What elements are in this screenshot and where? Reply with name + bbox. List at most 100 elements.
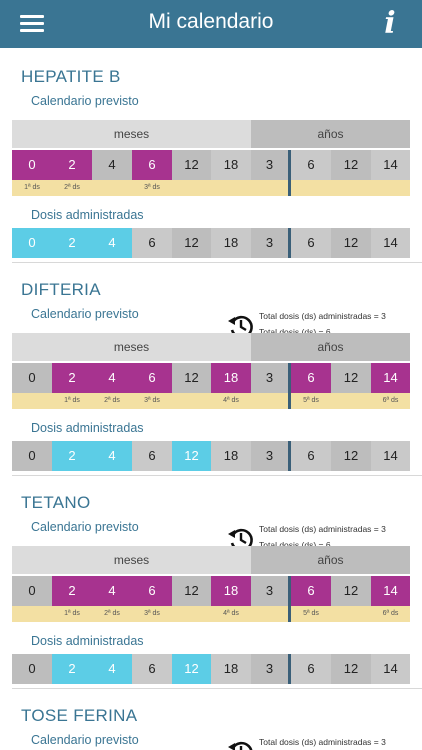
- administered-age-cell[interactable]: 4: [92, 228, 132, 258]
- dose-totals: Total dosis (ds) administradas = 3Total …: [259, 734, 386, 750]
- administered-age-cell[interactable]: 3: [251, 228, 288, 258]
- years-label: años: [251, 546, 410, 574]
- months-label: meses: [12, 546, 251, 574]
- administered-age-cell[interactable]: 2: [52, 441, 92, 471]
- planned-age-cell[interactable]: 2: [52, 363, 92, 393]
- planned-age-cell[interactable]: 6: [132, 363, 172, 393]
- administered-age-cell[interactable]: 3: [251, 441, 288, 471]
- vaccine-name: HEPATITE B: [21, 67, 121, 86]
- planned-age-cell[interactable]: 18: [211, 576, 251, 606]
- planned-age-cell[interactable]: 14: [371, 576, 410, 606]
- administered-age-cell[interactable]: 6: [132, 228, 172, 258]
- planned-age-cell[interactable]: 18: [211, 363, 251, 393]
- administered-doses-row: 0 2 4 6 12 18 3 6 12 14: [12, 228, 410, 258]
- administered-age-cell[interactable]: 12: [331, 654, 371, 684]
- planned-age-cell[interactable]: 12: [331, 363, 371, 393]
- planned-age-cell[interactable]: 4: [92, 576, 132, 606]
- hamburger-menu-icon[interactable]: [20, 14, 44, 34]
- planned-age-cell[interactable]: 14: [371, 150, 410, 180]
- planned-age-cell[interactable]: 12: [172, 150, 211, 180]
- dose-label: 5ª ds: [303, 610, 319, 617]
- administered-age-cell[interactable]: 6: [291, 441, 331, 471]
- administered-doses-label: Dosis administradas: [31, 634, 144, 648]
- vaccine-name: TOSE FERINA: [21, 706, 138, 725]
- section-separator: [12, 475, 422, 476]
- years-label: años: [251, 120, 410, 148]
- months-label: meses: [12, 120, 251, 148]
- history-icon[interactable]: [227, 738, 255, 750]
- info-icon[interactable]: i: [384, 6, 396, 41]
- administered-age-cell[interactable]: 12: [172, 441, 211, 471]
- dose-label: 2ª ds: [64, 184, 80, 191]
- planned-age-cell[interactable]: 18: [211, 150, 251, 180]
- planned-age-cell[interactable]: 6: [132, 576, 172, 606]
- planned-age-cell[interactable]: 6: [291, 363, 331, 393]
- administered-age-cell[interactable]: 6: [291, 228, 331, 258]
- total-doses: Total dosis (ds) = 6: [259, 540, 331, 550]
- administered-age-cell[interactable]: 14: [371, 654, 410, 684]
- administered-age-cell[interactable]: 4: [92, 441, 132, 471]
- planned-age-cell[interactable]: 6: [291, 576, 331, 606]
- administered-doses-label: Dosis administradas: [31, 421, 144, 435]
- planned-age-cell[interactable]: 6: [291, 150, 331, 180]
- administered-age-cell[interactable]: 6: [291, 654, 331, 684]
- dose-label: 3ª ds: [144, 397, 160, 404]
- administered-age-cell[interactable]: 6: [132, 441, 172, 471]
- dose-label: 6ª ds: [382, 397, 399, 404]
- planned-age-cell[interactable]: 4: [92, 150, 132, 180]
- administered-age-cell[interactable]: 2: [52, 228, 92, 258]
- planned-age-cell[interactable]: 12: [172, 576, 211, 606]
- dose-label: 1ª ds: [64, 610, 80, 617]
- planned-age-cell[interactable]: 2: [52, 150, 92, 180]
- months-years-divider: [288, 393, 291, 409]
- administered-age-cell[interactable]: 3: [251, 654, 288, 684]
- vaccine-name: DIFTERIA: [21, 280, 101, 299]
- planned-age-cell[interactable]: 14: [371, 363, 410, 393]
- planned-age-cell[interactable]: 12: [331, 576, 371, 606]
- planned-age-cell[interactable]: 0: [12, 576, 52, 606]
- administered-age-cell[interactable]: 18: [211, 228, 251, 258]
- planned-age-cell[interactable]: 3: [251, 576, 288, 606]
- administered-age-cell[interactable]: 2: [52, 654, 92, 684]
- planned-age-cell[interactable]: 2: [52, 576, 92, 606]
- administered-age-cell[interactable]: 12: [172, 228, 211, 258]
- administered-age-cell[interactable]: 14: [371, 441, 410, 471]
- planned-schedule-label: Calendario previsto: [31, 307, 139, 321]
- months-years-divider: [288, 606, 291, 622]
- administered-age-cell[interactable]: 0: [12, 228, 52, 258]
- planned-age-cell[interactable]: 3: [251, 150, 288, 180]
- dose-label: 4ª ds: [223, 397, 239, 404]
- administered-age-cell[interactable]: 12: [331, 228, 371, 258]
- administered-age-cell[interactable]: 4: [92, 654, 132, 684]
- app-header: Mi calendario i: [0, 0, 422, 48]
- administered-age-cell[interactable]: 0: [12, 441, 52, 471]
- planned-age-cell[interactable]: 6: [132, 150, 172, 180]
- dose-number-strip: 1ª ds 2ª ds 3ª ds 4ª ds 5ª ds 6ª ds: [12, 606, 410, 622]
- dose-label: 3ª ds: [144, 610, 160, 617]
- planned-age-cell[interactable]: 3: [251, 363, 288, 393]
- administered-doses-label: Dosis administradas: [31, 208, 144, 222]
- dose-label: 1ª ds: [64, 397, 80, 404]
- planned-schedule-label: Calendario previsto: [31, 733, 139, 747]
- planned-schedule-row: 0 2 4 6 12 18 3 6 12 14: [12, 363, 410, 393]
- planned-age-cell[interactable]: 12: [331, 150, 371, 180]
- dose-label: 1ª ds: [24, 184, 40, 191]
- administered-age-cell[interactable]: 18: [211, 654, 251, 684]
- administered-age-cell[interactable]: 0: [12, 654, 52, 684]
- administered-age-cell[interactable]: 14: [371, 228, 410, 258]
- administered-age-cell[interactable]: 12: [172, 654, 211, 684]
- dose-label: 4ª ds: [223, 610, 239, 617]
- planned-age-cell[interactable]: 0: [12, 150, 52, 180]
- planned-age-cell[interactable]: 0: [12, 363, 52, 393]
- page-title: Mi calendario: [148, 10, 274, 33]
- administered-age-cell[interactable]: 18: [211, 441, 251, 471]
- planned-age-cell[interactable]: 4: [92, 363, 132, 393]
- months-years-divider: [288, 363, 291, 393]
- months-years-divider: [288, 441, 291, 471]
- age-scale-header: meses años: [12, 120, 410, 148]
- administered-age-cell[interactable]: 6: [132, 654, 172, 684]
- planned-schedule-label: Calendario previsto: [31, 520, 139, 534]
- planned-age-cell[interactable]: 12: [172, 363, 211, 393]
- administered-age-cell[interactable]: 12: [331, 441, 371, 471]
